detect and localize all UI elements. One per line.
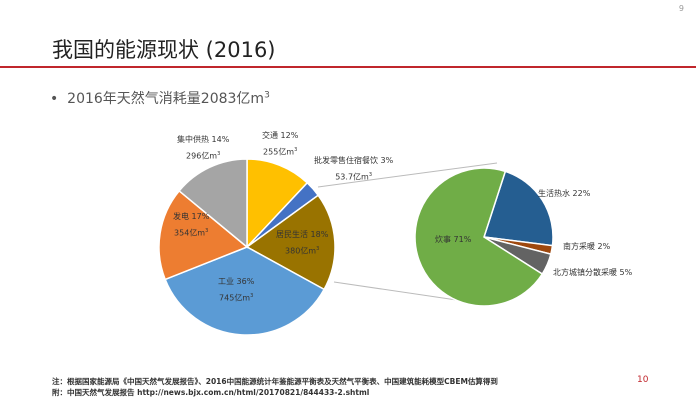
pie-slice-工业 — [164, 246, 326, 336]
slide-number: 10 — [637, 375, 649, 385]
label-industry: 工业 36% 745亿m3 — [218, 277, 255, 303]
pie-slice-生活热水 — [483, 170, 554, 247]
label-retail: 批发零售住宿餐饮 3% 53.7亿m3 — [314, 156, 394, 182]
bullet-sup: 3 — [264, 90, 270, 101]
label-residential: 居民生活 18% 380亿m3 — [276, 230, 329, 256]
pie-slice-居民生活 — [245, 194, 336, 291]
connector-bottom — [333, 281, 471, 303]
bullet-consumption: • 2016年天然气消耗量2083亿m3 — [50, 90, 270, 107]
label-central-heating: 集中供热 14% 296亿m3 — [177, 135, 230, 161]
pie-slice-炊事 — [414, 167, 544, 307]
main-pie — [158, 158, 336, 336]
connector-top — [317, 162, 498, 188]
pie-slice-发电 — [158, 189, 249, 281]
label-hot-water: 生活热水 22% — [538, 189, 591, 198]
footnote-line2: 附：中国天然气发展报告 http://news.bjx.com.cn/html/… — [52, 388, 370, 397]
page-number: 9 — [678, 4, 684, 13]
footnote: 注：根据国家能源局《中国天然气发展报告》、2016中国能源统计年鉴能源平衡表及天… — [52, 376, 498, 398]
footnote-line1: 注：根据国家能源局《中国天然气发展报告》、2016中国能源统计年鉴能源平衡表及天… — [52, 377, 498, 386]
residential-pie — [414, 167, 554, 307]
page-title: 我国的能源现状 (2016) — [52, 38, 276, 62]
bullet-text: 2016年天然气消耗量2083亿m — [67, 91, 265, 107]
label-transport: 交通 12% 255亿m3 — [262, 131, 299, 157]
label-cooking: 炊事 71% — [435, 235, 472, 244]
title-divider — [0, 66, 696, 68]
label-south-heating: 南方采暖 2% — [563, 242, 611, 251]
label-north-heating: 北方城镇分散采暖 5% — [553, 268, 633, 277]
pie-slice-交通 — [246, 158, 309, 249]
pie-slice-集中供热 — [178, 158, 248, 249]
label-power: 发电 17% 354亿m3 — [173, 212, 210, 238]
